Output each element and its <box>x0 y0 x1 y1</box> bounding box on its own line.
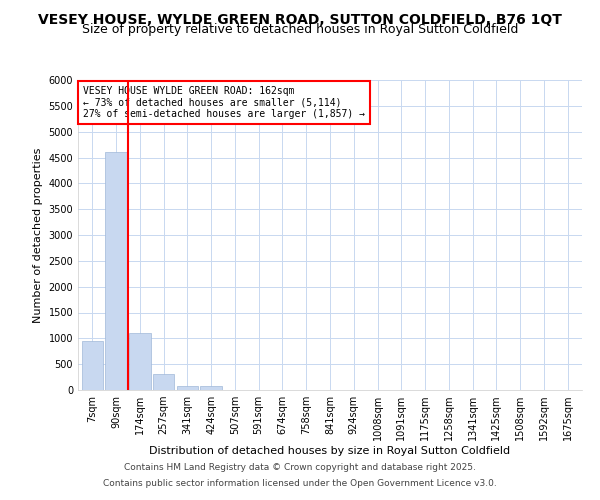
Bar <box>200 386 222 390</box>
Text: VESEY HOUSE WYLDE GREEN ROAD: 162sqm
← 73% of detached houses are smaller (5,114: VESEY HOUSE WYLDE GREEN ROAD: 162sqm ← 7… <box>83 86 365 120</box>
Bar <box>82 341 103 390</box>
Bar <box>176 386 198 390</box>
Bar <box>106 152 127 390</box>
Y-axis label: Number of detached properties: Number of detached properties <box>33 148 43 322</box>
Text: VESEY HOUSE, WYLDE GREEN ROAD, SUTTON COLDFIELD, B76 1QT: VESEY HOUSE, WYLDE GREEN ROAD, SUTTON CO… <box>38 12 562 26</box>
Bar <box>153 374 174 390</box>
Bar <box>129 333 151 390</box>
Text: Contains HM Land Registry data © Crown copyright and database right 2025.: Contains HM Land Registry data © Crown c… <box>124 464 476 472</box>
Text: Size of property relative to detached houses in Royal Sutton Coldfield: Size of property relative to detached ho… <box>82 24 518 36</box>
X-axis label: Distribution of detached houses by size in Royal Sutton Coldfield: Distribution of detached houses by size … <box>149 446 511 456</box>
Text: Contains public sector information licensed under the Open Government Licence v3: Contains public sector information licen… <box>103 478 497 488</box>
